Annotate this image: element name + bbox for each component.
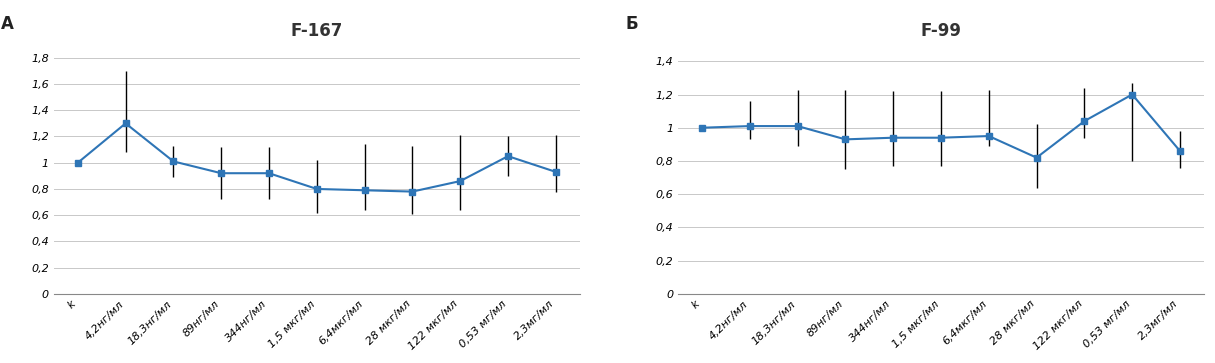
- Title: F-167: F-167: [290, 22, 343, 40]
- Text: Б: Б: [626, 15, 638, 33]
- Title: F-99: F-99: [921, 22, 961, 40]
- Text: А: А: [1, 15, 15, 33]
